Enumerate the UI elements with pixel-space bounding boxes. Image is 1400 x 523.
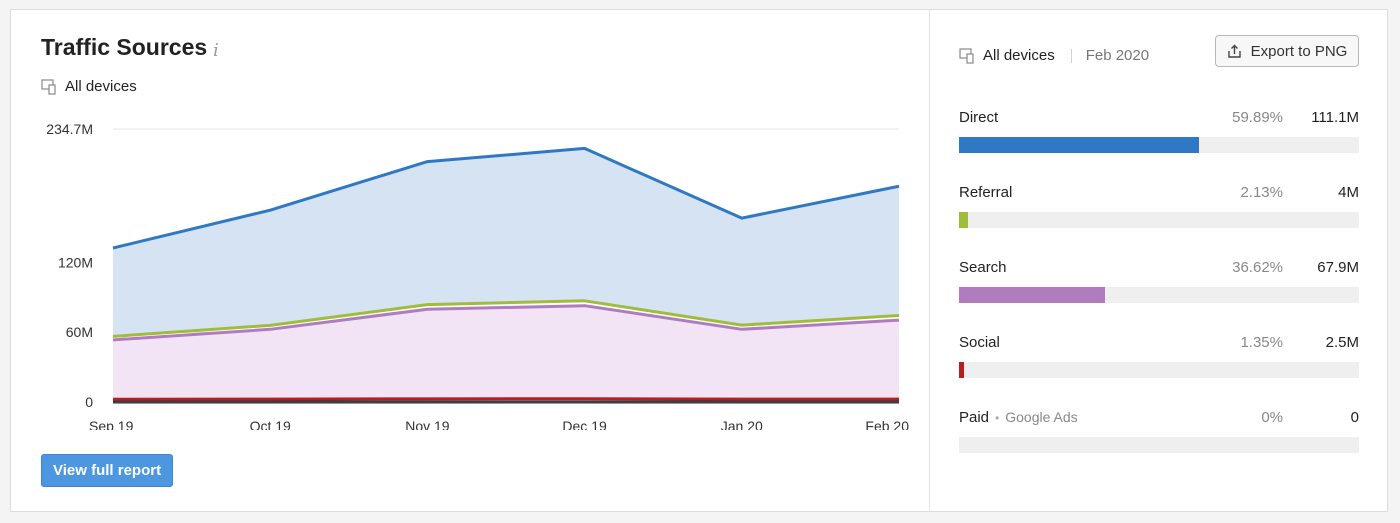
y-tick-label: 120M — [58, 254, 93, 270]
source-row-header: Paid • Google Ads 0% 0 — [959, 407, 1359, 427]
x-tick-label: Nov 19 — [405, 418, 450, 430]
series-line-direct — [112, 146, 900, 250]
source-share-track — [959, 362, 1359, 378]
device-filter[interactable]: All devices — [41, 78, 137, 95]
source-name-wrap: Search — [959, 259, 1223, 276]
right-device-label: All devices — [983, 47, 1055, 64]
source-name: Referral — [959, 183, 1013, 201]
x-tick-label: Oct 19 — [250, 418, 291, 430]
widget-title: Traffic Sources — [41, 34, 208, 60]
y-tick-label: 0 — [85, 394, 93, 410]
source-value: 111.1M — [1311, 108, 1359, 126]
source-share-bar — [959, 137, 1199, 153]
source-sublabel: Google Ads — [1005, 408, 1078, 425]
source-row-referral[interactable]: Referral 2.13% 4M — [959, 182, 1359, 232]
area-search — [113, 305, 899, 400]
source-row-paid[interactable]: Paid • Google Ads 0% 0 — [959, 407, 1359, 457]
source-share-track — [959, 287, 1359, 303]
source-percent: 2.13% — [1240, 183, 1283, 201]
source-share-bar — [959, 212, 968, 228]
x-tick-label: Dec 19 — [562, 418, 607, 430]
source-row-search[interactable]: Search 36.62% 67.9M — [959, 257, 1359, 307]
panel-divider — [929, 10, 930, 511]
info-icon[interactable]: i — [213, 40, 219, 61]
export-png-button[interactable]: Export to PNG — [1215, 35, 1359, 67]
source-share-track — [959, 437, 1359, 453]
period-label: Feb 2020 — [1085, 47, 1150, 64]
y-tick-label: 60M — [66, 324, 93, 340]
source-share-track — [959, 137, 1359, 153]
traffic-area-chart: 234.7M 120M 60M 0 Sep 19 Oct 19 Nov 19 Dec 19 Ja… — [46, 121, 909, 430]
view-full-report-button[interactable]: View full report — [41, 454, 174, 487]
source-name: Social — [959, 333, 1000, 351]
source-share-track — [959, 212, 1359, 228]
source-name-wrap: Paid • Google Ads — [959, 409, 1223, 426]
source-percent: 1.35% — [1240, 333, 1283, 351]
source-value: 4M — [1338, 183, 1359, 201]
source-row-header: Search 36.62% 67.9M — [959, 257, 1359, 277]
source-percent: 36.62% — [1232, 258, 1283, 276]
header-separator — [1070, 48, 1072, 63]
source-name: Paid — [959, 408, 990, 426]
series-line-search — [112, 304, 900, 342]
area-direct — [113, 148, 899, 337]
source-value: 2.5M — [1325, 333, 1359, 351]
source-name: Search — [959, 258, 1007, 276]
y-tick-label: 234.7M — [46, 121, 93, 137]
separator-dot: • — [995, 410, 1000, 425]
export-label: Export to PNG — [1250, 42, 1348, 60]
source-value: 67.9M — [1317, 258, 1359, 276]
source-name-wrap: Direct — [959, 109, 1223, 126]
source-value: 0 — [1350, 408, 1359, 426]
source-share-bar — [959, 287, 1106, 303]
source-row-social[interactable]: Social 1.35% 2.5M — [959, 332, 1359, 382]
x-tick-label: Jan 20 — [721, 418, 763, 430]
source-percent: 0% — [1261, 408, 1283, 426]
source-row-header: Referral 2.13% 4M — [959, 182, 1359, 202]
source-percent: 59.89% — [1232, 108, 1283, 126]
x-tick-label: Feb 20 — [865, 418, 909, 430]
source-name: Direct — [959, 108, 999, 126]
source-row-header: Social 1.35% 2.5M — [959, 332, 1359, 352]
right-panel-header: All devices Feb 2020 — [959, 47, 1149, 64]
source-row-direct[interactable]: Direct 59.89% 111.1M — [959, 107, 1359, 157]
devices-icon — [41, 78, 56, 95]
device-filter-label: All devices — [65, 78, 137, 95]
source-name-wrap: Referral — [959, 184, 1223, 201]
source-share-bar — [959, 362, 965, 378]
export-icon — [1227, 44, 1241, 58]
traffic-sources-card: Traffic Sources i All devices 234.7M 120M… — [10, 9, 1388, 512]
source-row-header: Direct 59.89% 111.1M — [959, 107, 1359, 127]
series-line-referral — [112, 299, 900, 338]
x-tick-label: Sep 19 — [89, 418, 134, 430]
devices-icon — [959, 47, 974, 64]
source-name-wrap: Social — [959, 334, 1223, 351]
